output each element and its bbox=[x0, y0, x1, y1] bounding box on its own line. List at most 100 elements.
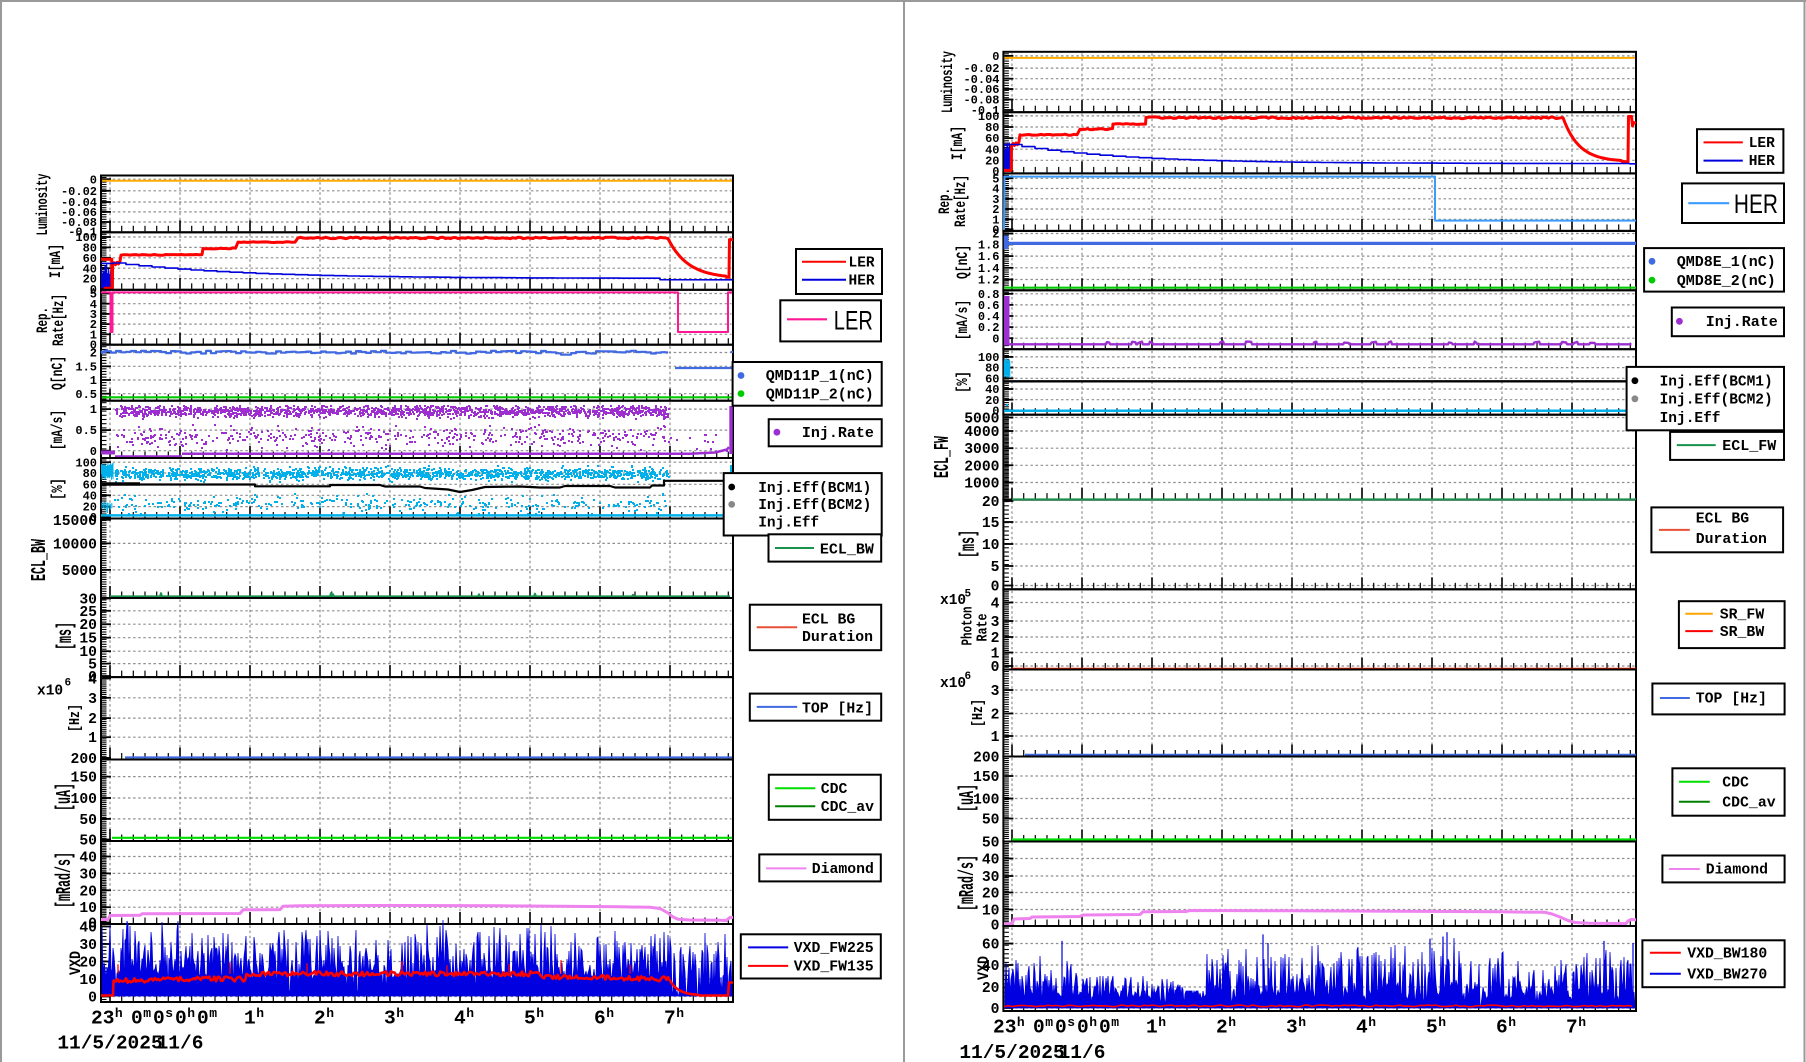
svg-text:1.4: 1.4 bbox=[978, 262, 1000, 276]
svg-text:m: m bbox=[143, 1006, 151, 1021]
svg-text:200: 200 bbox=[973, 751, 999, 767]
svg-text:1: 1 bbox=[991, 647, 1000, 663]
svg-text:0: 0 bbox=[88, 917, 97, 933]
svg-text:20: 20 bbox=[982, 495, 1000, 511]
svg-text:0: 0 bbox=[991, 919, 1000, 935]
svg-text:30: 30 bbox=[982, 870, 1000, 886]
svg-text:-0.04: -0.04 bbox=[61, 196, 97, 210]
svg-text:40: 40 bbox=[982, 959, 1000, 975]
svg-text:11/6: 11/6 bbox=[157, 1033, 204, 1055]
svg-text:-0.1: -0.1 bbox=[971, 104, 1000, 118]
svg-text:100: 100 bbox=[75, 231, 97, 245]
svg-text:Inj.Rate: Inj.Rate bbox=[1706, 314, 1778, 331]
svg-text:5: 5 bbox=[991, 560, 1000, 576]
svg-text:4: 4 bbox=[454, 1008, 466, 1030]
svg-text:ECL BG: ECL BG bbox=[802, 613, 855, 629]
svg-text:[mA/s]: [mA/s] bbox=[49, 410, 67, 450]
svg-text:20: 20 bbox=[982, 887, 1000, 903]
svg-text:Diamond: Diamond bbox=[1706, 863, 1768, 879]
svg-text:ECL_BW: ECL_BW bbox=[820, 542, 874, 559]
svg-text:h: h bbox=[1158, 1015, 1166, 1030]
svg-text:0: 0 bbox=[153, 1008, 165, 1030]
svg-text:40: 40 bbox=[79, 921, 97, 937]
svg-text:1: 1 bbox=[88, 731, 97, 747]
svg-text:3: 3 bbox=[991, 615, 1000, 631]
svg-text:5000: 5000 bbox=[964, 412, 999, 428]
svg-text:h: h bbox=[1089, 1015, 1097, 1030]
svg-text:-0.02: -0.02 bbox=[61, 185, 97, 199]
svg-text:5: 5 bbox=[1426, 1017, 1438, 1039]
svg-text:1: 1 bbox=[244, 1008, 256, 1030]
svg-text:0: 0 bbox=[175, 1008, 187, 1030]
svg-text:2: 2 bbox=[992, 203, 999, 217]
svg-text:CDC: CDC bbox=[1722, 775, 1749, 791]
svg-text:0: 0 bbox=[992, 165, 999, 179]
svg-text:0: 0 bbox=[90, 338, 97, 352]
svg-text:Q[nC]: Q[nC] bbox=[954, 245, 972, 279]
svg-text:3: 3 bbox=[90, 308, 97, 322]
svg-text:-0.1: -0.1 bbox=[68, 226, 97, 240]
svg-text:0: 0 bbox=[992, 332, 999, 346]
svg-text:Rep.: Rep. bbox=[936, 188, 954, 214]
svg-text:h: h bbox=[1368, 1015, 1376, 1030]
svg-text:1: 1 bbox=[992, 213, 999, 227]
svg-text:0: 0 bbox=[992, 404, 999, 418]
svg-text:-0.06: -0.06 bbox=[963, 83, 999, 97]
svg-text:h: h bbox=[1508, 1015, 1516, 1030]
svg-text:11/5/2025: 11/5/2025 bbox=[959, 1042, 1064, 1062]
svg-text:h: h bbox=[396, 1006, 404, 1021]
svg-text:0.4: 0.4 bbox=[978, 310, 1000, 324]
svg-text:40: 40 bbox=[985, 143, 999, 157]
svg-text:1.5: 1.5 bbox=[75, 360, 97, 374]
svg-text:x10: x10 bbox=[37, 684, 63, 700]
svg-text:m: m bbox=[1111, 1015, 1119, 1030]
svg-text:50: 50 bbox=[982, 836, 1000, 852]
svg-text:20: 20 bbox=[83, 501, 97, 515]
svg-text:4: 4 bbox=[1356, 1017, 1368, 1039]
svg-text:[mRad/s]: [mRad/s] bbox=[54, 852, 77, 908]
svg-text:VXD: VXD bbox=[975, 956, 993, 980]
svg-text:HER: HER bbox=[1734, 189, 1778, 219]
svg-text:15000: 15000 bbox=[53, 514, 97, 530]
svg-text:4: 4 bbox=[90, 298, 97, 312]
svg-text:2: 2 bbox=[1216, 1017, 1228, 1039]
svg-text:7: 7 bbox=[664, 1008, 676, 1030]
svg-text:15: 15 bbox=[79, 632, 97, 648]
svg-text:40: 40 bbox=[83, 489, 97, 503]
svg-text:Inj.Rate: Inj.Rate bbox=[802, 425, 874, 442]
svg-text:0: 0 bbox=[88, 670, 97, 686]
svg-text:100: 100 bbox=[71, 792, 97, 808]
svg-text:5: 5 bbox=[88, 658, 97, 674]
svg-text:5: 5 bbox=[965, 589, 972, 601]
svg-text:h: h bbox=[536, 1006, 544, 1021]
svg-text:HER: HER bbox=[1749, 154, 1775, 170]
svg-text:10: 10 bbox=[79, 645, 97, 661]
svg-text:QMD11P_1(nC): QMD11P_1(nC) bbox=[766, 368, 874, 385]
svg-text:40: 40 bbox=[79, 851, 97, 867]
svg-text:Inj.Eff(BCM1): Inj.Eff(BCM1) bbox=[1660, 375, 1773, 391]
svg-text:SR_FW: SR_FW bbox=[1720, 607, 1765, 623]
svg-text:11/5/2025: 11/5/2025 bbox=[57, 1033, 162, 1055]
svg-text:Duration: Duration bbox=[802, 630, 873, 646]
svg-text:60: 60 bbox=[982, 938, 1000, 954]
svg-text:50: 50 bbox=[79, 834, 97, 850]
svg-text:1.2: 1.2 bbox=[978, 274, 1000, 288]
svg-text:LER: LER bbox=[834, 306, 873, 336]
svg-text:2: 2 bbox=[991, 631, 1000, 647]
svg-text:CDC_av: CDC_av bbox=[1722, 795, 1775, 811]
svg-text:Inj.Eff: Inj.Eff bbox=[1660, 411, 1721, 427]
svg-text:1: 1 bbox=[90, 403, 97, 417]
svg-text:QMD11P_2(nC): QMD11P_2(nC) bbox=[766, 386, 874, 403]
svg-text:m: m bbox=[1045, 1015, 1053, 1030]
svg-text:LER: LER bbox=[849, 255, 875, 271]
svg-text:20: 20 bbox=[83, 273, 97, 287]
svg-text:60: 60 bbox=[985, 372, 999, 386]
svg-text:5: 5 bbox=[524, 1008, 536, 1030]
svg-text:23: 23 bbox=[91, 1008, 114, 1030]
svg-text:[mRad/s]: [mRad/s] bbox=[957, 855, 980, 911]
svg-text:[uA]: [uA] bbox=[957, 784, 980, 812]
svg-text:VXD_FW135: VXD_FW135 bbox=[794, 960, 874, 976]
svg-text:10: 10 bbox=[982, 904, 1000, 920]
svg-text:50: 50 bbox=[982, 813, 1000, 829]
svg-text:h: h bbox=[187, 1006, 195, 1021]
